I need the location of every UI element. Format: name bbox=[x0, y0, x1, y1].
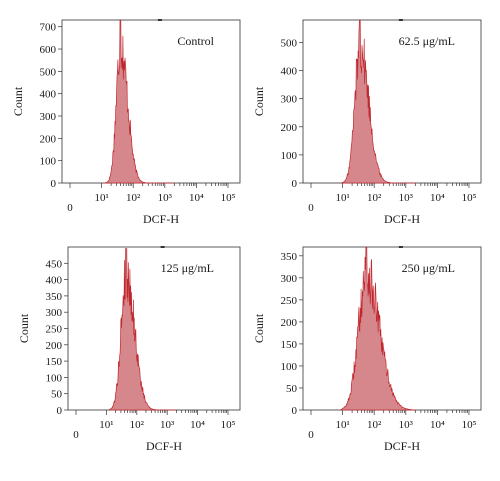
x-tick-label: 10¹ bbox=[335, 419, 349, 431]
condition-label: 250 μg/mL bbox=[402, 261, 455, 275]
x-tick-label: 10³ bbox=[160, 419, 175, 431]
x-tick-label: 0 bbox=[308, 202, 314, 214]
y-tick-label: 0 bbox=[292, 405, 298, 417]
histogram-panel-62-5: 0 100 200 300 400 500 0 10¹ 10² 10³ 10⁴ 10⁵ DCF-H Cou… bbox=[252, 19, 482, 226]
y-tick-label: 250 bbox=[281, 295, 298, 307]
x-tick-label: 10⁵ bbox=[462, 419, 477, 431]
y-tick-label: 300 bbox=[46, 307, 63, 319]
x-tick-label: 10³ bbox=[158, 192, 173, 204]
y-tick-label: 400 bbox=[281, 66, 298, 78]
y-tick-label: 0 bbox=[292, 178, 298, 190]
y-tick-label: 50 bbox=[286, 383, 298, 395]
x-tick-label: 10⁵ bbox=[221, 419, 236, 431]
y-axis-label: Count bbox=[11, 86, 25, 116]
x-tick-label: 10¹ bbox=[99, 419, 113, 431]
histogram-distribution bbox=[340, 246, 416, 411]
x-tick-label: 10⁴ bbox=[430, 419, 445, 431]
x-tick-label: 0 bbox=[67, 202, 73, 214]
x-tick-label: 10³ bbox=[399, 419, 414, 431]
y-axis-label: Count bbox=[252, 313, 266, 343]
condition-label: 125 μg/mL bbox=[161, 261, 214, 275]
x-axis-label: DCF-H bbox=[143, 212, 179, 226]
x-tick-label: 10⁵ bbox=[221, 192, 236, 204]
plot-frame bbox=[67, 246, 241, 411]
x-axis-label: DCF-H bbox=[146, 439, 182, 453]
y-axis-label: Count bbox=[17, 313, 31, 343]
y-tick-label: 50 bbox=[51, 389, 63, 401]
y-tick-label: 500 bbox=[281, 37, 298, 49]
histogram-distribution bbox=[109, 248, 177, 411]
y-tick-label: 400 bbox=[40, 89, 57, 101]
x-tick-label: 10⁴ bbox=[190, 419, 205, 431]
x-tick-label: 0 bbox=[308, 429, 314, 441]
x-tick-label: 10² bbox=[126, 192, 141, 204]
y-tick-label: 500 bbox=[40, 66, 57, 78]
x-tick-label: 10⁴ bbox=[189, 192, 204, 204]
y-axis-label: Count bbox=[252, 86, 266, 116]
x-tick-label: 10² bbox=[367, 192, 382, 204]
histogram-distribution bbox=[103, 19, 175, 184]
y-tick-label: 600 bbox=[40, 44, 57, 56]
x-tick-label: 10¹ bbox=[94, 192, 108, 204]
x-tick-label: 10⁴ bbox=[430, 192, 445, 204]
y-tick-label: 200 bbox=[40, 133, 57, 145]
x-tick-label: 10² bbox=[367, 419, 382, 431]
y-tick-label: 200 bbox=[281, 317, 298, 329]
y-tick-label: 350 bbox=[281, 251, 298, 263]
x-tick-label: 10³ bbox=[399, 192, 414, 204]
y-tick-label: 100 bbox=[40, 156, 57, 168]
y-tick-label: 100 bbox=[281, 150, 298, 162]
y-tick-label: 300 bbox=[281, 94, 298, 106]
histogram-panel-250: 0 50 100 150 200 250 300 350 0 10¹ 10² 10³ 10⁴ 10⁵ DCF… bbox=[252, 246, 482, 453]
x-axis-label: DCF-H bbox=[384, 439, 420, 453]
histogram-distribution bbox=[340, 19, 416, 184]
y-tick-label: 150 bbox=[281, 339, 298, 351]
histogram-panel-125: 0 50 100 150 200 250 300 350 400 450 0 10¹ 10² 10³ 10⁴… bbox=[17, 246, 241, 453]
y-tick-label: 0 bbox=[51, 178, 57, 190]
x-axis-label: DCF-H bbox=[384, 212, 420, 226]
y-tick-label: 700 bbox=[40, 22, 57, 34]
x-tick-label: 10² bbox=[130, 419, 145, 431]
y-tick-label: 100 bbox=[281, 361, 298, 373]
y-tick-label: 300 bbox=[40, 111, 57, 123]
y-tick-label: 350 bbox=[46, 291, 63, 303]
x-tick-label: 0 bbox=[73, 429, 79, 441]
y-tick-label: 150 bbox=[46, 356, 63, 368]
y-tick-label: 400 bbox=[46, 275, 63, 287]
condition-label: 62.5 μg/mL bbox=[399, 34, 455, 48]
y-tick-label: 200 bbox=[46, 340, 63, 352]
y-tick-label: 300 bbox=[281, 273, 298, 285]
y-tick-label: 0 bbox=[57, 405, 63, 417]
y-tick-label: 250 bbox=[46, 324, 63, 336]
y-tick-label: 450 bbox=[46, 258, 63, 270]
x-tick-label: 10⁵ bbox=[462, 192, 477, 204]
x-tick-label: 10¹ bbox=[335, 192, 349, 204]
histogram-panel-control: 0 100 200 300 400 500 600 700 0 10¹ 10² 10³ 10⁴ 10⁵ DC… bbox=[11, 19, 241, 226]
y-tick-label: 200 bbox=[281, 122, 298, 134]
y-tick-label: 100 bbox=[46, 372, 63, 384]
condition-label: Control bbox=[177, 34, 214, 48]
